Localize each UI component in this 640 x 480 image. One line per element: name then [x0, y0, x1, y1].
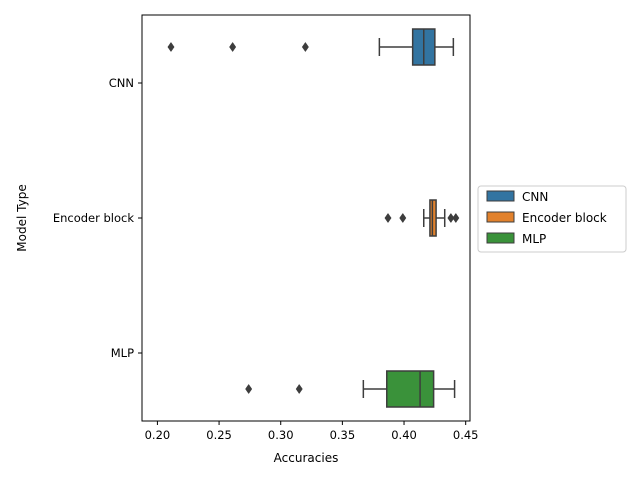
x-axis-label: Accuracies	[274, 451, 339, 465]
legend-label-encoder-block: Encoder block	[522, 211, 607, 225]
box-cnn	[167, 28, 455, 66]
x-tick-label-0: 0.20	[145, 428, 171, 442]
outlier-mlp-1	[295, 383, 303, 395]
box-encoder-block	[384, 199, 460, 237]
x-tick-label-4: 0.40	[391, 428, 417, 442]
x-tick-label-1: 0.25	[206, 428, 232, 442]
y-tick-label-2: MLP	[111, 346, 134, 360]
outlier-cnn-0	[167, 41, 175, 53]
outlier-encoder-block-2	[447, 212, 455, 224]
y-axis-label: Model Type	[15, 184, 29, 251]
legend-label-cnn: CNN	[522, 190, 548, 204]
legend-swatch-mlp	[486, 232, 515, 244]
x-tick-label-3: 0.35	[330, 428, 356, 442]
outlier-cnn-2	[301, 41, 309, 53]
x-tick-label-5: 0.45	[453, 428, 479, 442]
outlier-encoder-block-3	[452, 212, 460, 224]
y-tick-label-1: Encoder block	[53, 211, 135, 225]
outlier-mlp-0	[245, 383, 253, 395]
axes: 0.20 0.25 0.30 0.35 0.40 0.45 CNN Encoder block…	[53, 14, 479, 442]
y-tick-label-0: CNN	[109, 76, 134, 90]
box-mlp	[245, 370, 456, 408]
plot-area	[167, 28, 460, 408]
outlier-cnn-1	[229, 41, 237, 53]
x-tick-label-2: 0.30	[268, 428, 294, 442]
legend: CNN Encoder block MLP	[477, 185, 627, 253]
legend-label-mlp: MLP	[522, 232, 546, 246]
iqr-box-mlp	[386, 370, 435, 408]
legend-swatch-encoder-block	[486, 211, 515, 223]
outlier-encoder-block-0	[384, 212, 392, 224]
plot-frame	[141, 14, 471, 422]
legend-swatch-cnn	[486, 190, 515, 202]
outlier-encoder-block-1	[399, 212, 407, 224]
legend-frame	[477, 185, 627, 253]
